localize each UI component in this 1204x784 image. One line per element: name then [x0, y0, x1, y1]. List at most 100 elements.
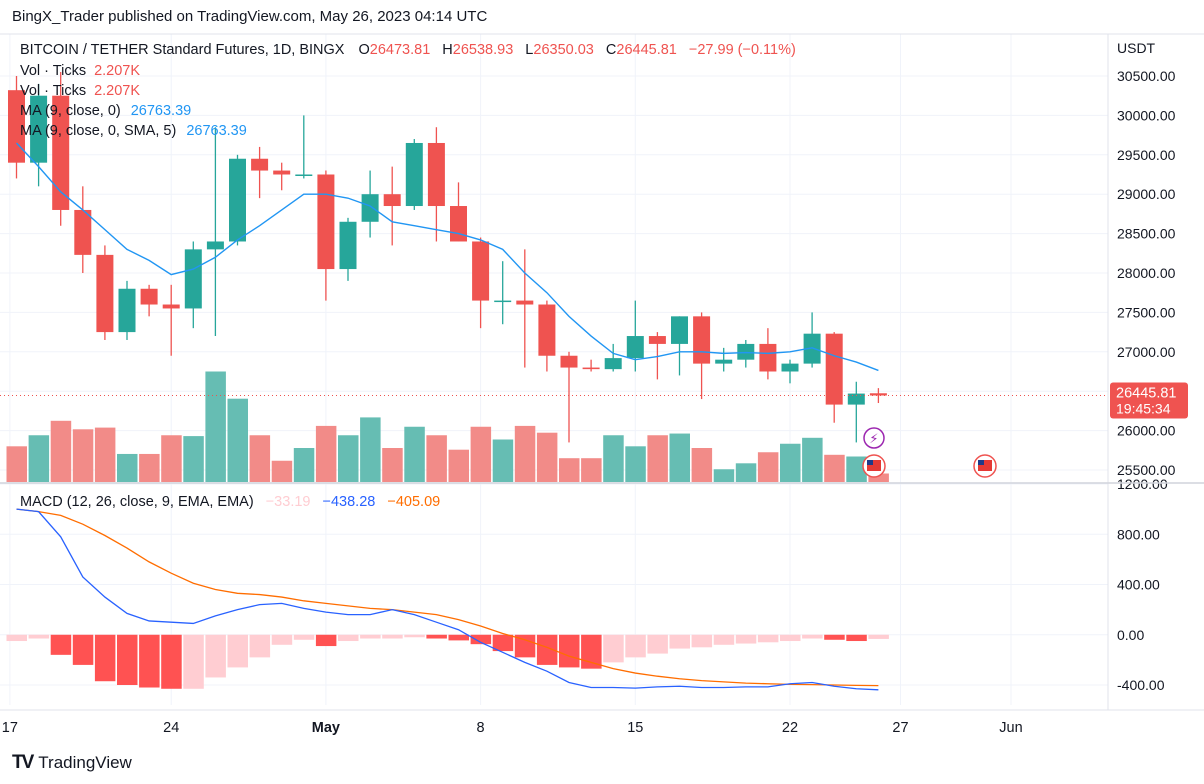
macd-tick-label: 800.00 [1117, 526, 1160, 542]
lightning-icon: ⚡ [869, 431, 878, 446]
macd-histogram-bar [691, 634, 713, 648]
candle-body [825, 333, 843, 405]
macd-histogram-bar [846, 634, 867, 642]
time-tick-label: 17 [2, 720, 18, 736]
price-badge-countdown: 19:45:34 [1116, 400, 1171, 416]
macd-histogram-bar [713, 634, 735, 645]
macd-histogram-bar [315, 634, 337, 647]
volume-label: Vol · Ticks [20, 63, 87, 79]
macd-histogram-bar [139, 634, 160, 688]
macd-histogram-bar [780, 634, 801, 642]
tradingview-logo-icon: TV [12, 752, 34, 773]
price-tick-label: 28500.00 [1117, 226, 1176, 242]
tradingview-footer[interactable]: TV TradingView [12, 752, 132, 774]
volume-bar [360, 417, 381, 482]
macd-tick-label: 400.00 [1117, 577, 1160, 593]
volume-bar [205, 371, 226, 482]
candle-body [140, 288, 158, 305]
moving-average-line [15, 142, 879, 372]
volume-bar [338, 435, 359, 482]
low-value: 26350.03 [533, 42, 594, 58]
volume-bar [669, 433, 690, 482]
macd-histogram-bar [249, 634, 271, 658]
candle-body [516, 300, 534, 305]
candle-body [538, 304, 556, 356]
time-tick-label: 24 [163, 720, 179, 736]
currency-label: USDT [1117, 40, 1156, 56]
volume-bar [50, 420, 72, 482]
price-tick-label: 29500.00 [1117, 147, 1176, 163]
volume-bar [735, 463, 757, 482]
volume-bar [846, 456, 867, 482]
candle-body [52, 95, 70, 210]
macd-histogram-bar [757, 634, 779, 643]
price-tick-label: 27500.00 [1117, 304, 1176, 320]
time-tick-label: Jun [999, 720, 1022, 736]
macd-histogram-bar [227, 634, 248, 668]
flag-canton [978, 460, 984, 465]
candle-body [604, 358, 622, 370]
macd-tick-label: 0.00 [1117, 627, 1144, 643]
macd-histogram-bar [581, 634, 602, 669]
volume-bar [492, 439, 514, 482]
candle-body [803, 333, 821, 364]
volume-bar [780, 443, 801, 482]
candle-body [273, 170, 291, 175]
candle-body [118, 288, 136, 333]
volume-legend-2: Vol · Ticks 2.207K [20, 83, 144, 99]
publish-header: BingX_Trader published on TradingView.co… [12, 8, 488, 25]
candle-body [74, 209, 92, 255]
candle-body [648, 336, 666, 344]
ma-label: MA (9, close, 0, SMA, 5) [20, 123, 177, 139]
macd-histogram-bar [404, 634, 425, 638]
price-badge [1110, 382, 1188, 419]
candle-body [759, 343, 777, 372]
candle-body [206, 241, 224, 250]
macd-hist-value: −33.19 [265, 494, 311, 510]
volume-bar [28, 435, 50, 482]
volume-bar [382, 448, 403, 482]
open-value: 26473.81 [369, 42, 431, 58]
candle-body [229, 158, 246, 242]
candle-body [162, 304, 180, 309]
macd-histogram-bar [492, 634, 514, 652]
candle-body [582, 367, 600, 370]
high-value: 26538.93 [452, 42, 514, 58]
candle-body [427, 142, 445, 207]
macd-histogram-bar [536, 634, 558, 665]
candle-body [30, 95, 48, 163]
volume-bar [94, 427, 116, 482]
macd-signal-value: −405.09 [387, 494, 441, 510]
macd-histogram-bar [6, 634, 27, 642]
footer-brand: TradingView [38, 753, 132, 772]
ma-label: MA (9, close, 0) [20, 103, 121, 119]
volume-bar [72, 429, 94, 482]
time-tick-label: 27 [892, 720, 908, 736]
candle-body [383, 194, 401, 207]
macd-histogram-bar [72, 634, 94, 665]
volume-bar [249, 435, 271, 482]
macd-histogram-bar [735, 634, 757, 644]
volume-bar [559, 458, 580, 482]
high-label: H [442, 42, 453, 58]
price-tick-label: 29000.00 [1117, 186, 1176, 202]
macd-histogram-bar [271, 634, 293, 645]
macd-histogram-bar [824, 634, 845, 640]
macd-histogram-bar [802, 634, 823, 639]
symbol-name: BITCOIN / TETHER Standard Futures, 1D, B… [20, 42, 345, 58]
time-tick-label: 22 [782, 720, 798, 736]
macd-histogram-bar [470, 634, 492, 645]
volume-bar [868, 473, 889, 482]
volume-bar [183, 436, 204, 482]
ma-value: 26763.39 [186, 123, 247, 139]
lightning-event-icon [863, 427, 885, 449]
flag-canton [867, 460, 873, 465]
volume-bar [647, 435, 668, 482]
symbol-legend: BITCOIN / TETHER Standard Futures, 1D, B… [20, 42, 800, 58]
volume-bar [757, 452, 779, 482]
macd-histogram-bar [625, 634, 646, 658]
candle-body [405, 142, 423, 207]
volume-bar [514, 425, 536, 482]
volume-bar [161, 435, 182, 482]
